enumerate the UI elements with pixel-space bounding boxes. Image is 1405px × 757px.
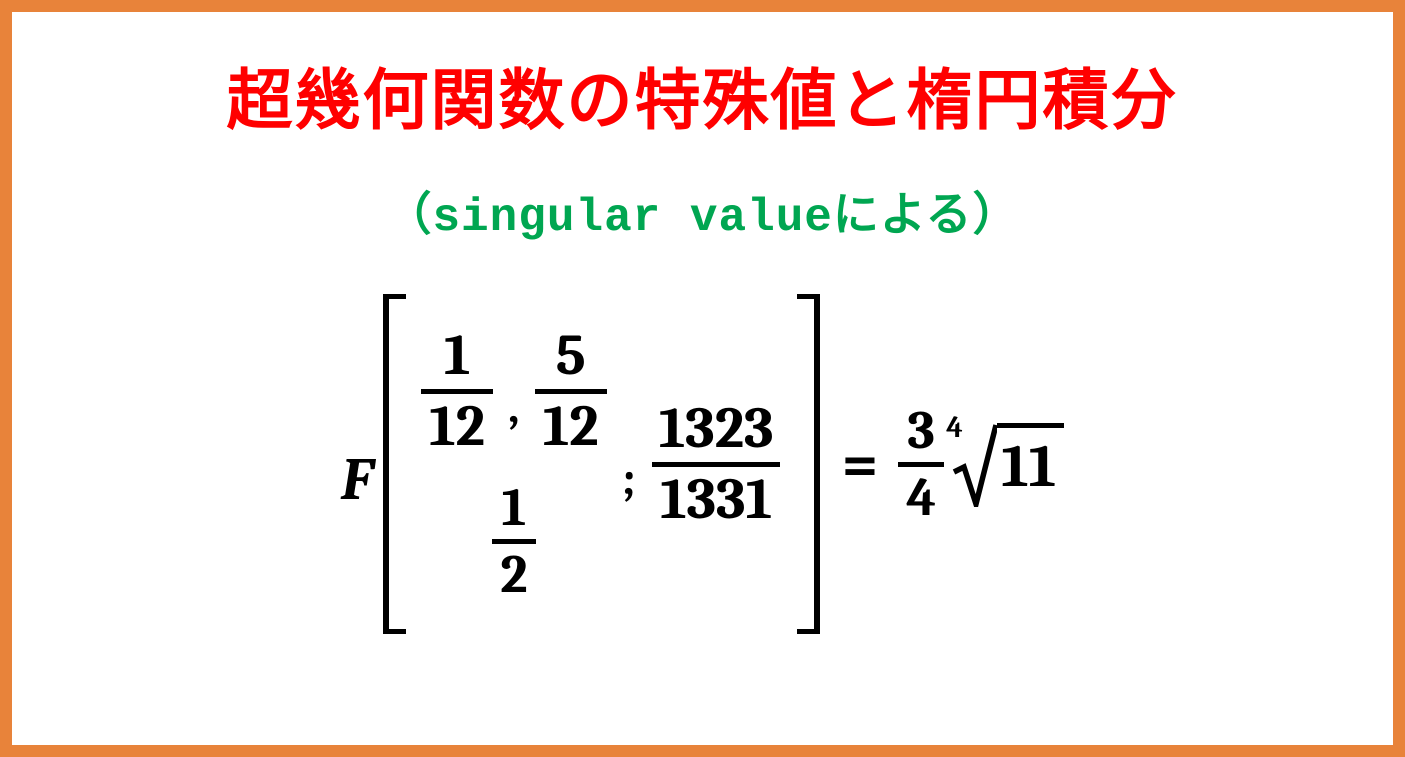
root-index: 4 — [946, 410, 963, 445]
slide-frame: 超幾何関数の特殊値と楕円積分 （singular valueによる） F 1 1… — [0, 0, 1405, 757]
parameters-column: 1 12 , 5 12 1 2 — [421, 327, 607, 602]
argument-numerator: 1323 — [651, 400, 782, 462]
rhs-coeff-numerator: 3 — [900, 404, 943, 462]
rhs-coefficient-fraction: 3 4 — [898, 404, 944, 525]
right-bracket — [792, 294, 822, 634]
right-hand-side: 3 4 4 11 — [898, 404, 1064, 525]
top-parameters-row: 1 12 , 5 12 — [421, 327, 607, 456]
subtitle: （singular valueによる） — [385, 178, 1019, 244]
param-b-fraction: 5 12 — [535, 327, 607, 456]
argument-fraction: 1323 1331 — [651, 400, 782, 529]
rhs-coeff-denominator: 4 — [898, 462, 944, 525]
param-a-denominator: 12 — [421, 389, 493, 456]
param-c-numerator: 1 — [494, 481, 535, 539]
function-symbol: F — [341, 445, 373, 514]
main-title: 超幾何関数の特殊値と楕円積分 — [227, 47, 1179, 143]
bracket-content: 1 12 , 5 12 1 2 ; 1323 1 — [411, 327, 791, 602]
comma-1: , — [508, 378, 520, 436]
semicolon: ; — [622, 450, 636, 508]
param-c-fraction: 1 2 — [492, 481, 535, 602]
radicand: 11 — [997, 423, 1064, 506]
param-c-denominator: 2 — [492, 539, 535, 602]
root-expression: 4 11 — [952, 422, 1064, 507]
argument-denominator: 1331 — [652, 462, 780, 529]
param-a-numerator: 1 — [436, 327, 479, 389]
equals-sign: = — [842, 428, 879, 500]
param-b-denominator: 12 — [535, 389, 607, 456]
param-b-numerator: 5 — [548, 327, 594, 389]
param-a-fraction: 1 12 — [421, 327, 493, 456]
left-bracket — [381, 294, 411, 634]
formula-container: F 1 12 , 5 12 — [341, 294, 1064, 634]
